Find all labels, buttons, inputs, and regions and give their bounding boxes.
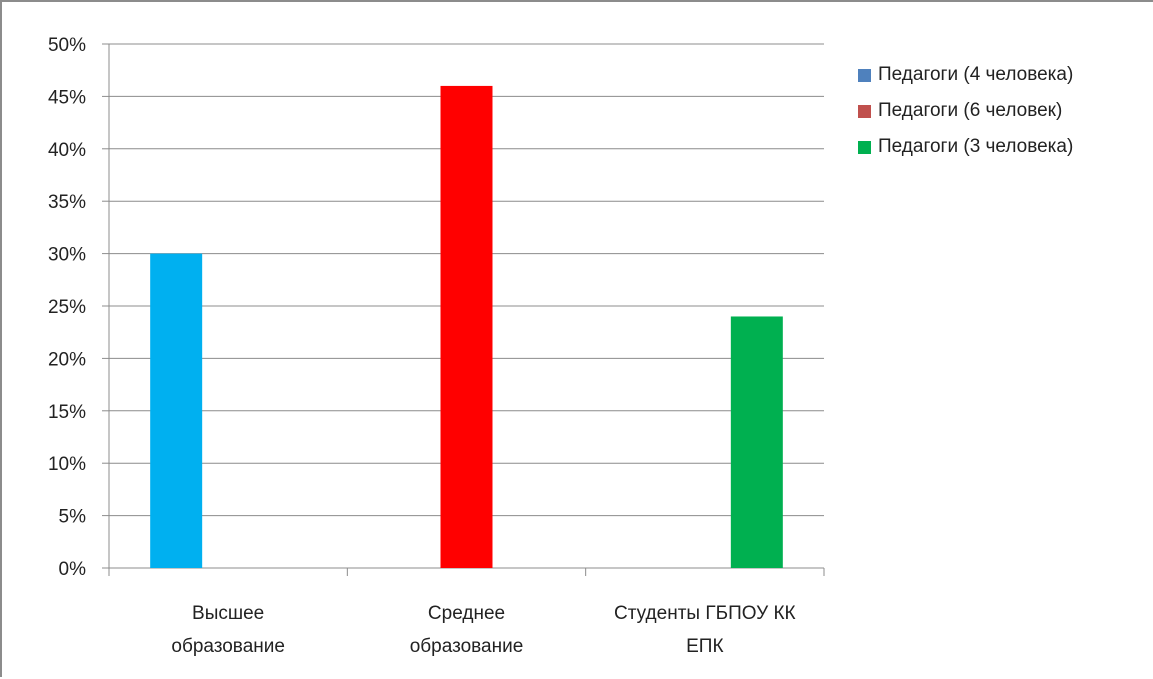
legend-item-2: Педагоги (3 человека) — [858, 136, 1073, 158]
legend-label-2: Педагоги (3 человека) — [878, 136, 1074, 157]
legend-swatch-0 — [858, 68, 871, 82]
legend-item-1: Педагоги (6 человек) — [858, 100, 1073, 122]
y-tick-label-7: 35% — [48, 192, 86, 213]
x-category-label-0-0: Высшее — [192, 603, 264, 624]
y-tick-label-9: 45% — [48, 87, 86, 108]
y-tick-label-8: 40% — [48, 140, 86, 161]
y-tick-label-0: 0% — [59, 559, 87, 580]
y-tick-label-10: 50% — [48, 35, 86, 56]
x-category-label-1-0: Среднее — [428, 603, 505, 624]
y-tick-label-4: 20% — [48, 349, 86, 370]
bar-2-2 — [730, 316, 783, 568]
y-tick-label-6: 30% — [48, 245, 86, 266]
legend-item-0: Педагоги (4 человека) — [858, 64, 1073, 86]
legend-label-0: Педагоги (4 человека) — [878, 64, 1074, 85]
legend-label-1: Педагоги (6 человек) — [878, 100, 1063, 121]
y-tick-label-3: 15% — [48, 402, 86, 423]
x-category-label-2-1: ЕПК — [686, 636, 723, 657]
y-tick-label-1: 5% — [59, 507, 87, 528]
x-category-label-1-1: образование — [410, 636, 524, 657]
x-category-label-0-1: образование — [171, 636, 285, 657]
legend: Педагоги (4 человека) Педагоги (6 челове… — [858, 64, 1073, 172]
bar-1-1 — [440, 85, 493, 569]
x-category-label-2-0: Студенты ГБПОУ КК — [614, 603, 796, 624]
legend-swatch-2 — [858, 140, 871, 154]
y-tick-label-2: 10% — [48, 454, 86, 475]
bar-0-0 — [150, 253, 203, 568]
legend-swatch-1 — [858, 104, 871, 118]
y-tick-label-5: 25% — [48, 297, 86, 318]
